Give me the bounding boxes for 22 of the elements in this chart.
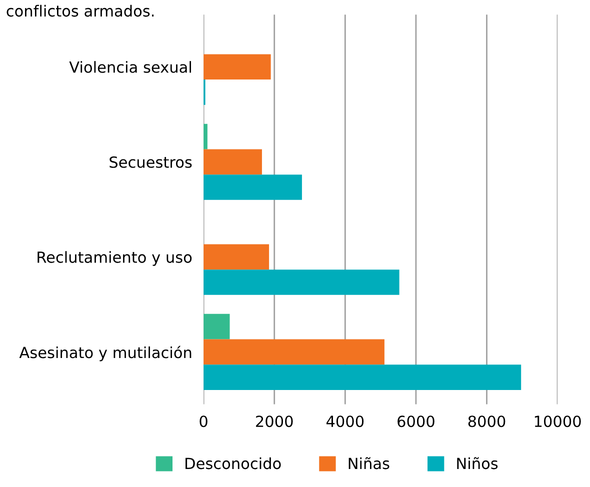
bar bbox=[204, 314, 230, 340]
text: conflictos armados. bbox=[6, 4, 154, 17]
y-tick-label: Violencia sexual bbox=[69, 61, 192, 73]
x-tick-label: 0 bbox=[200, 416, 208, 428]
bar bbox=[204, 364, 522, 390]
y-tick-label: Reclutamiento y uso bbox=[38, 251, 192, 266]
legend-label: Niños bbox=[457, 457, 498, 470]
y-tick-label: Secuestros bbox=[110, 156, 192, 168]
bar bbox=[204, 270, 400, 295]
y-tick-label: Asesinato y mutilación bbox=[19, 346, 192, 362]
legend-label: Desconocido bbox=[186, 457, 281, 470]
x-tick-label: 8000 bbox=[468, 416, 506, 428]
x-tick-label: 2000 bbox=[256, 416, 293, 428]
x-tick-label: 10000 bbox=[534, 416, 581, 428]
bar bbox=[204, 244, 270, 270]
legend-label: Niñas bbox=[348, 457, 390, 470]
x-tick-label: 4000 bbox=[326, 416, 364, 428]
x-tick-label: 6000 bbox=[398, 416, 434, 428]
bar bbox=[204, 339, 384, 365]
bar bbox=[204, 54, 271, 80]
bar bbox=[204, 149, 262, 175]
bar bbox=[204, 174, 302, 200]
